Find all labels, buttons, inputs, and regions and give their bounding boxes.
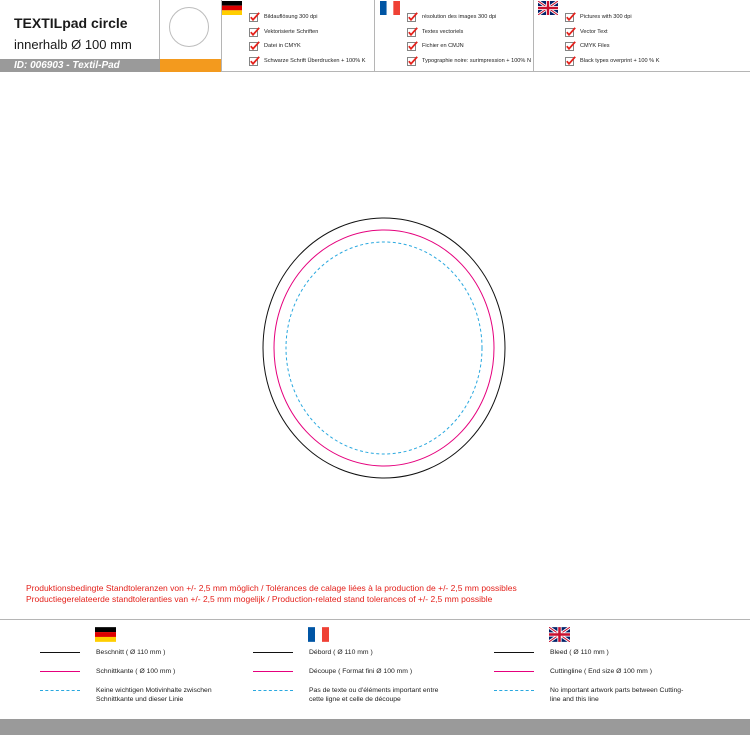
checkbox-checked-icon (565, 26, 576, 37)
requirements-french: résolution des images 300 dpi Textes vec… (376, 0, 534, 72)
checklist-item: Bildauflösung 300 dpi (249, 10, 366, 25)
legend-cut-fr: Découpe ( Format fini Ø 100 mm ) (309, 668, 413, 675)
checklist-item: Black types overprint + 100 % K (565, 54, 659, 69)
safe-line-sample (253, 690, 293, 691)
legend-bleed-fr: Débord ( Ø 110 mm ) (309, 649, 373, 656)
checkbox-checked-icon (249, 41, 260, 52)
safe-zone-circle (285, 241, 483, 455)
checklist-item: Vektorisierte Schriften (249, 25, 366, 40)
bleed-line-sample (40, 652, 80, 653)
circle-thumbnail (169, 7, 209, 47)
checkbox-checked-icon (249, 55, 260, 66)
checkbox-checked-icon (249, 26, 260, 37)
checkbox-checked-icon (249, 12, 260, 23)
bleed-line-sample (253, 652, 293, 653)
checklist-item: Textes vectoriels (407, 25, 531, 40)
shape-preview (160, 0, 222, 72)
requirements-english: Pictures with 300 dpi Vector Text CMYK F… (535, 0, 750, 72)
checklist-french: résolution des images 300 dpi Textes vec… (407, 10, 531, 68)
checkbox-checked-icon (565, 55, 576, 66)
checkbox-checked-icon (565, 12, 576, 23)
print-template-circles (262, 217, 506, 479)
france-flag-icon (308, 627, 329, 642)
legend-bleed-de: Beschnitt ( Ø 110 mm ) (96, 649, 166, 656)
requirements-german: Bildauflösung 300 dpi Vektorisierte Schr… (222, 0, 375, 72)
id-bar: ID: 006903 - Textil-Pad (0, 59, 160, 72)
uk-flag-icon (549, 627, 570, 642)
template-subtitle: innerhalb Ø 100 mm (14, 37, 132, 52)
france-flag-icon (380, 1, 400, 15)
checklist-item: Datei in CMYK (249, 39, 366, 54)
tolerance-note: Produktionsbedingte Standtoleranzen von … (26, 583, 517, 605)
legend-safe-en: No important artwork parts between Cutti… (550, 687, 684, 703)
checklist-item: Fichier en CMJN (407, 39, 531, 54)
legend-divider (0, 619, 750, 620)
checklist-english: Pictures with 300 dpi Vector Text CMYK F… (565, 10, 659, 68)
checkbox-checked-icon (407, 41, 418, 52)
checklist-item: Pictures with 300 dpi (565, 10, 659, 25)
checklist-item: résolution des images 300 dpi (407, 10, 531, 25)
accent-bar (160, 59, 221, 72)
germany-flag-icon (95, 627, 116, 642)
checklist-item: Schwarze Schrift Überdrucken + 100% K (249, 54, 366, 69)
checkbox-checked-icon (407, 26, 418, 37)
cut-line-sample (494, 671, 534, 672)
legend-cut-en: Cuttingline ( End size Ø 100 mm ) (550, 668, 652, 675)
bleed-circle (262, 217, 506, 479)
checklist-german: Bildauflösung 300 dpi Vektorisierte Schr… (249, 10, 366, 68)
tolerance-line-1: Produktionsbedingte Standtoleranzen von … (26, 583, 517, 593)
template-id: ID: 006903 - Textil-Pad (14, 60, 120, 71)
checkbox-checked-icon (565, 41, 576, 52)
tolerance-line-2: Productiegerelateerde standtoleranties v… (26, 594, 493, 604)
legend-safe-de: Keine wichtigen Motivinhalte zwischen Sc… (96, 687, 212, 703)
cut-line-sample (253, 671, 293, 672)
cut-line-sample (40, 671, 80, 672)
template-title: TEXTILpad circle (14, 15, 128, 31)
germany-flag-icon (222, 1, 242, 15)
checklist-item: Vector Text (565, 25, 659, 40)
legend-bleed-en: Bleed ( Ø 110 mm ) (550, 649, 609, 656)
footer-bar (0, 719, 750, 735)
checkbox-checked-icon (407, 12, 418, 23)
legend-safe-fr: Pas de texte ou d'éléments important ent… (309, 687, 439, 703)
safe-line-sample (40, 690, 80, 691)
cutting-circle (273, 229, 495, 467)
uk-flag-icon (538, 1, 558, 15)
legend-cut-de: Schnittkante ( Ø 100 mm ) (96, 668, 176, 675)
checklist-item: Typographie noire: surimpression + 100% … (407, 54, 531, 69)
safe-line-sample (494, 690, 534, 691)
bleed-line-sample (494, 652, 534, 653)
header: TEXTILpad circle innerhalb Ø 100 mm ID: … (0, 0, 750, 72)
checkbox-checked-icon (407, 55, 418, 66)
title-block: TEXTILpad circle innerhalb Ø 100 mm ID: … (0, 0, 160, 72)
checklist-item: CMYK Files (565, 39, 659, 54)
